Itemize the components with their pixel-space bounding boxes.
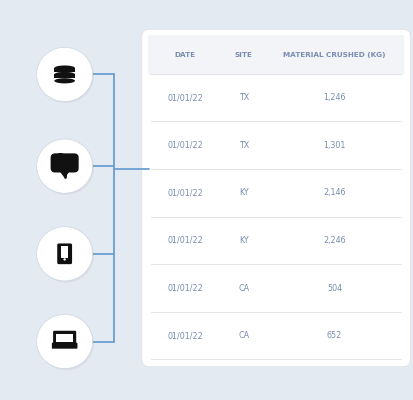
Bar bbox=[54, 74, 75, 78]
Bar bbox=[61, 246, 68, 258]
Circle shape bbox=[64, 154, 73, 163]
Circle shape bbox=[38, 228, 94, 282]
Text: DATE: DATE bbox=[174, 52, 195, 58]
FancyBboxPatch shape bbox=[147, 35, 403, 75]
Text: CA: CA bbox=[237, 284, 249, 292]
Circle shape bbox=[38, 141, 94, 195]
Text: 504: 504 bbox=[326, 284, 341, 292]
Text: 01/01/22: 01/01/22 bbox=[167, 93, 203, 102]
FancyBboxPatch shape bbox=[142, 29, 409, 367]
Text: 2,146: 2,146 bbox=[323, 188, 345, 197]
Circle shape bbox=[38, 49, 94, 103]
Circle shape bbox=[63, 258, 66, 260]
Bar bbox=[56, 334, 73, 342]
Text: 01/01/22: 01/01/22 bbox=[167, 284, 203, 292]
Text: CA: CA bbox=[237, 331, 249, 340]
Polygon shape bbox=[60, 171, 69, 177]
Text: 01/01/22: 01/01/22 bbox=[167, 188, 203, 197]
Ellipse shape bbox=[54, 78, 75, 84]
Text: TX: TX bbox=[238, 93, 248, 102]
Bar bbox=[54, 68, 75, 72]
Text: MATERIAL CRUSHED (KG): MATERIAL CRUSHED (KG) bbox=[282, 52, 385, 58]
Circle shape bbox=[36, 47, 93, 102]
FancyBboxPatch shape bbox=[53, 331, 76, 344]
Circle shape bbox=[36, 227, 93, 281]
FancyBboxPatch shape bbox=[57, 244, 72, 264]
Text: 01/01/22: 01/01/22 bbox=[167, 236, 203, 245]
Circle shape bbox=[55, 153, 66, 164]
Text: KY: KY bbox=[238, 188, 248, 197]
Text: KY: KY bbox=[238, 236, 248, 245]
Text: 1,246: 1,246 bbox=[323, 93, 345, 102]
Text: 01/01/22: 01/01/22 bbox=[167, 141, 203, 150]
Circle shape bbox=[36, 314, 93, 369]
Text: 1,301: 1,301 bbox=[323, 141, 345, 150]
Circle shape bbox=[36, 139, 93, 193]
Text: 652: 652 bbox=[326, 331, 341, 340]
Ellipse shape bbox=[54, 72, 75, 77]
Text: 01/01/22: 01/01/22 bbox=[167, 331, 203, 340]
Circle shape bbox=[38, 316, 94, 370]
FancyBboxPatch shape bbox=[52, 343, 77, 349]
FancyBboxPatch shape bbox=[50, 153, 78, 172]
Text: 2,246: 2,246 bbox=[323, 236, 345, 245]
Ellipse shape bbox=[54, 66, 75, 71]
Text: SITE: SITE bbox=[234, 52, 252, 58]
Text: TX: TX bbox=[238, 141, 248, 150]
